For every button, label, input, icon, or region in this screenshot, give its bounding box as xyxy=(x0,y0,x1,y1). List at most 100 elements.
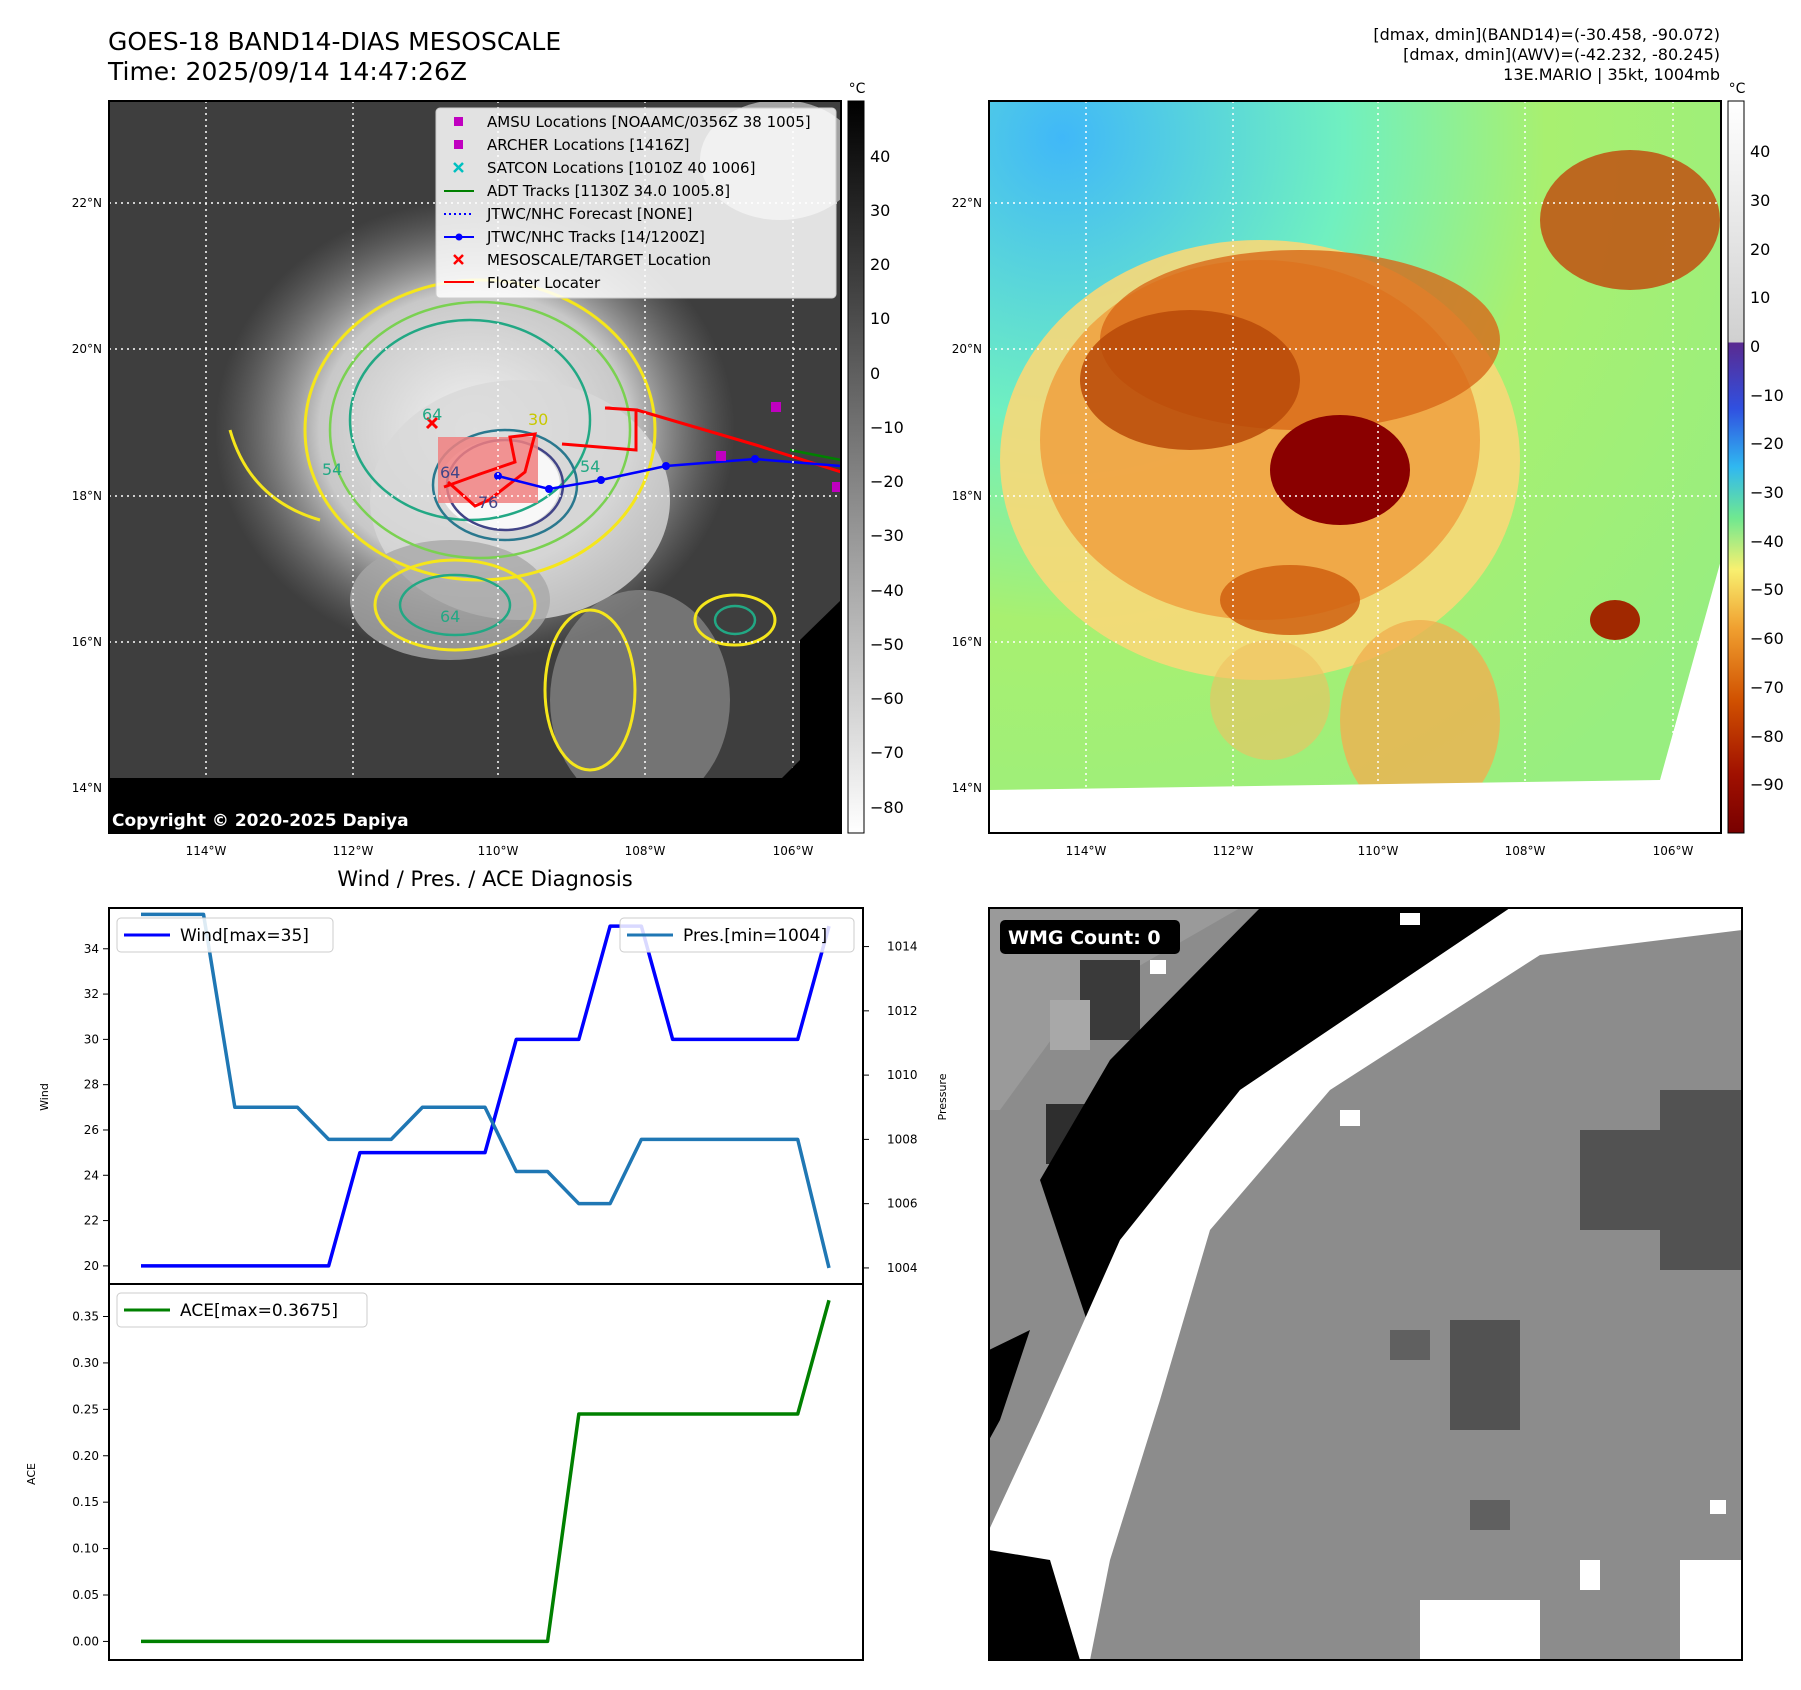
wmg-panel: WMG Count: 0 xyxy=(988,907,1743,1661)
svg-text:−50: −50 xyxy=(1750,580,1784,599)
svg-text:10: 10 xyxy=(870,309,890,328)
svg-text:18°N: 18°N xyxy=(952,489,982,503)
wind-legend-label: Wind[max=35] xyxy=(180,926,309,946)
svg-text:0: 0 xyxy=(870,364,880,383)
svg-text:106°W: 106°W xyxy=(1653,844,1694,858)
wind-tick-label: 20 xyxy=(84,1259,99,1273)
legend-label: MESOSCALE/TARGET Location xyxy=(487,251,711,269)
diagnosis-charts: Wind / Pres. / ACE Diagnosis 20 22 24 26 28 3… xyxy=(25,867,949,1661)
ace-tick-label: 0.00 xyxy=(72,1634,99,1648)
left-colorbar: °C 40 30 20 10 0 −10 −20 −30 −40 −50 −60… xyxy=(847,81,904,834)
svg-text:16°N: 16°N xyxy=(952,635,982,649)
archer-marker xyxy=(716,451,726,461)
svg-text:−40: −40 xyxy=(870,581,904,600)
svg-text:22°N: 22°N xyxy=(72,196,102,210)
left-map-legend: AMSU Locations [NOAAMC/0356Z 38 1005] AR… xyxy=(435,107,837,299)
svg-text:−30: −30 xyxy=(870,526,904,545)
svg-text:−20: −20 xyxy=(870,472,904,491)
legend-label: Floater Locater xyxy=(487,274,601,292)
ace-tick-label: 0.30 xyxy=(72,1356,99,1370)
legend-target-marker xyxy=(453,254,464,265)
right-map-frame xyxy=(988,100,1722,834)
wind-tick-label: 28 xyxy=(84,1078,99,1092)
svg-text:112°W: 112°W xyxy=(1213,844,1254,858)
adt-track xyxy=(789,448,841,462)
svg-text:40: 40 xyxy=(870,147,890,166)
legend-archer-marker xyxy=(454,140,463,149)
svg-text:108°W: 108°W xyxy=(625,844,666,858)
svg-text:14°N: 14°N xyxy=(72,781,102,795)
cold-cloud-top-core xyxy=(1270,415,1410,525)
pressure-legend-label: Pres.[min=1004] xyxy=(683,926,827,946)
svg-text:20°N: 20°N xyxy=(952,342,982,356)
svg-text:106°W: 106°W xyxy=(773,844,814,858)
ace-tick-label: 0.15 xyxy=(72,1495,99,1509)
left-colorbar-unit: °C xyxy=(849,81,866,97)
svg-text:0: 0 xyxy=(1750,337,1760,356)
pressure-tick-label: 1010 xyxy=(887,1068,918,1082)
wind-tick-label: 30 xyxy=(84,1032,99,1046)
copyright: Copyright © 2020-2025 Dapiya xyxy=(112,811,409,831)
svg-text:−30: −30 xyxy=(1750,483,1784,502)
amsu-marker xyxy=(771,402,781,412)
svg-text:20°N: 20°N xyxy=(72,342,102,356)
wind-axis-label: Wind xyxy=(38,1083,51,1111)
no-data-region xyxy=(780,600,841,833)
ace-series-line xyxy=(141,1299,831,1644)
pressure-tick-label: 1006 xyxy=(887,1197,918,1211)
svg-text:40: 40 xyxy=(1750,142,1770,161)
right-map-axis-labels: 114°W 112°W 110°W 108°W 106°W 22°N 20°N … xyxy=(952,196,1694,858)
svg-text:−90: −90 xyxy=(1750,775,1784,794)
diagnosis-title: Wind / Pres. / ACE Diagnosis xyxy=(337,867,632,891)
pressure-tick-label: 1014 xyxy=(887,940,918,954)
right-colorbar-unit: °C xyxy=(1729,81,1746,97)
svg-text:−70: −70 xyxy=(870,743,904,762)
svg-text:30: 30 xyxy=(1750,191,1770,210)
wind-tick-label: 26 xyxy=(84,1123,99,1137)
wmg-frame xyxy=(988,907,1743,1661)
figure-title: GOES-18 BAND14-DIAS MESOSCALE xyxy=(108,27,561,56)
wind-pressure-ticks: 20 22 24 26 28 30 32 34 1004 1006 1008 1010 1012 1014 xyxy=(84,940,918,1275)
ace-ticks: 0.00 0.05 0.10 0.15 0.20 0.25 0.30 0.35 xyxy=(72,1309,109,1648)
wmg-white-band xyxy=(989,908,1742,1660)
svg-text:114°W: 114°W xyxy=(186,844,227,858)
wind-series-line xyxy=(141,924,831,1268)
wind-tick-label: 34 xyxy=(84,942,99,956)
svg-text:30: 30 xyxy=(870,201,890,220)
pressure-tick-label: 1008 xyxy=(887,1132,918,1146)
floater-track xyxy=(561,406,841,474)
legend-label: AMSU Locations [NOAAMC/0356Z 38 1005] xyxy=(487,113,811,131)
ace-tick-label: 0.25 xyxy=(72,1402,99,1416)
pressure-axis-label: Pressure xyxy=(936,1073,949,1120)
ace-panel xyxy=(108,1283,864,1661)
svg-text:−60: −60 xyxy=(870,689,904,708)
left-ir-map: 64 54 30 54 64 76 64 Copyright © 2020-20… xyxy=(72,81,904,858)
wind-tick-label: 22 xyxy=(84,1214,99,1228)
wind-tick-label: 24 xyxy=(84,1168,99,1182)
pressure-tick-label: 1004 xyxy=(887,1261,918,1275)
legend-label: SATCON Locations [1010Z 40 1006] xyxy=(487,159,755,177)
contour-label: 30 xyxy=(528,410,548,429)
right-gridlines xyxy=(989,101,1721,833)
ace-legend-label: ACE[max=0.3675] xyxy=(180,1301,338,1321)
svg-text:16°N: 16°N xyxy=(72,635,102,649)
contour-label: 64 xyxy=(440,463,460,482)
ace-lines xyxy=(141,1299,831,1644)
svg-text:18°N: 18°N xyxy=(72,489,102,503)
figure-time: Time: 2025/09/14 14:47:26Z xyxy=(107,57,467,86)
svg-text:110°W: 110°W xyxy=(478,844,519,858)
legend-label: ADT Tracks [1130Z 34.0 1005.8] xyxy=(487,182,730,200)
right-colorbar: °C 40 30 20 10 0 −10 −20 −30 −40 −50 −60… xyxy=(1727,81,1784,834)
svg-text:14°N: 14°N xyxy=(952,781,982,795)
svg-text:22°N: 22°N xyxy=(952,196,982,210)
svg-text:−80: −80 xyxy=(1750,727,1784,746)
legend-satcon-marker xyxy=(453,162,464,173)
wind-tick-label: 32 xyxy=(84,987,99,1001)
contour-label: 54 xyxy=(580,457,600,476)
pressure-series-line xyxy=(141,912,831,1269)
jtwc-track-points xyxy=(494,455,759,493)
ace-axis-label: ACE xyxy=(25,1463,38,1485)
svg-text:114°W: 114°W xyxy=(1066,844,1107,858)
svg-text:−20: −20 xyxy=(1750,434,1784,453)
right-color-map: 114°W 112°W 110°W 108°W 106°W 22°N 20°N … xyxy=(952,81,1784,858)
